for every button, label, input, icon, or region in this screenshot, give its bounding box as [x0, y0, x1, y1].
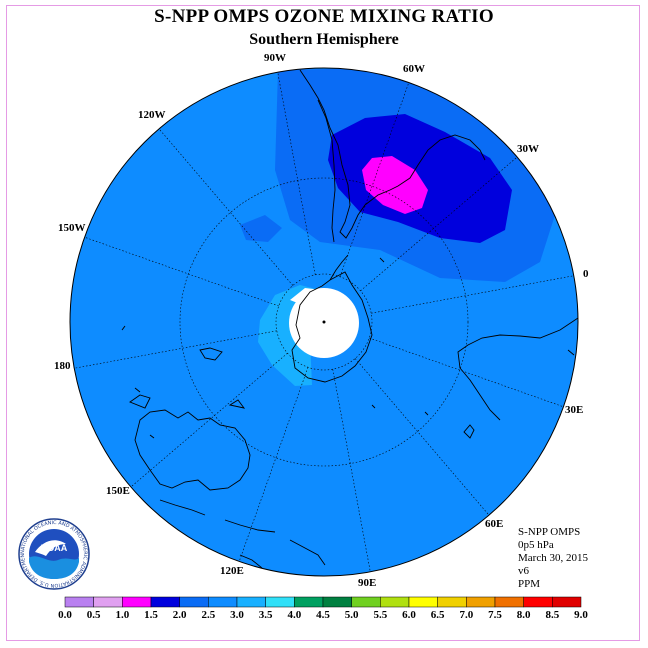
colorbar-tick-label: 4.5 — [316, 609, 330, 621]
map-subtitle: Southern Hemisphere — [249, 31, 399, 48]
meridian-line — [74, 330, 277, 369]
colorbar-tick-label: 3.0 — [230, 609, 244, 621]
colorbar-swatch — [552, 596, 582, 608]
info-instrument: S-NPP OMPS — [518, 526, 581, 538]
colorbar-swatch — [294, 596, 324, 608]
lon-label-30w: 30W — [517, 143, 539, 155]
latitude-circles — [69, 67, 579, 577]
colorbar-swatch — [265, 596, 295, 608]
lon-label-120w: 120W — [138, 109, 166, 121]
coastlines — [121, 69, 579, 569]
colorbar-swatch — [322, 596, 352, 608]
colorbar-tick-label: 1.0 — [115, 609, 130, 621]
colorbar-tick-label: 7.5 — [488, 609, 502, 621]
south-pole-marker — [322, 320, 326, 324]
colorbar-tick-label: 8.5 — [545, 609, 560, 621]
colorbar-tick-label: 8.0 — [516, 609, 531, 621]
colorbar-tick-label: 2.0 — [172, 609, 187, 621]
colorbar-tick-label: 0.5 — [86, 609, 101, 621]
meridian-line — [332, 369, 371, 572]
colorbar-tick-label: 3.5 — [258, 609, 273, 621]
colorbar-swatch — [236, 596, 266, 608]
info-units: PPM — [518, 578, 541, 590]
lon-label-60e: 60E — [485, 518, 504, 530]
lon-label-120e: 120E — [220, 565, 244, 577]
lon-label-150e: 150E — [106, 485, 130, 497]
colorbar-swatch — [208, 596, 238, 608]
colorbar-swatch — [408, 596, 438, 608]
lon-label-0: 0 — [583, 268, 589, 280]
meridian-line — [158, 128, 294, 286]
meridian-line — [354, 358, 490, 516]
info-block: S-NPP OMPS 0p5 hPa March 30, 2015 v6 PPM — [518, 526, 588, 591]
meridian-line — [238, 367, 309, 562]
colorbar-tick-label: 5.0 — [344, 609, 359, 621]
colorbar-tick-label: 0.0 — [58, 609, 72, 621]
noaa-logo: NATIONAL OCEANIC AND ATMOSPHERIC ADMINIS… — [18, 518, 90, 590]
colorbar-swatch — [494, 596, 524, 608]
lon-label-180: 180 — [54, 360, 71, 372]
colorbar-tick-label: 5.5 — [373, 609, 388, 621]
logo-text: NOAA — [41, 543, 68, 553]
plot-frame — [6, 5, 640, 641]
colorbar-tick-label: 1.5 — [144, 609, 158, 621]
lon-label-30e: 30E — [565, 404, 584, 416]
colorbar-swatch — [93, 596, 123, 608]
meridians — [74, 72, 574, 572]
colorbar-tick-label: 6.0 — [402, 609, 416, 621]
meridian-line — [369, 337, 564, 408]
lon-label-60w: 60W — [403, 63, 425, 75]
colorbar-tick-label: 4.0 — [287, 609, 302, 621]
lon-label-90e: 90E — [358, 577, 377, 589]
lon-label-150w: 150W — [58, 222, 86, 234]
colorbar-swatch — [523, 596, 553, 608]
info-version: v6 — [518, 565, 529, 577]
meridian-line — [371, 275, 574, 314]
colorbar-tick-label: 6.5 — [430, 609, 445, 621]
map-title: S-NPP OMPS OZONE MIXING RATIO — [154, 6, 494, 27]
meridian-line — [339, 82, 410, 277]
meridian-line — [277, 72, 316, 275]
colorbar-swatch — [122, 596, 152, 608]
colorbar-swatch — [150, 596, 180, 608]
colorbar-swatch — [380, 596, 410, 608]
colorbar-tick-label: 2.5 — [201, 609, 216, 621]
colorbar-swatch — [351, 596, 381, 608]
colorbar-swatch — [466, 596, 496, 608]
colorbar-swatch — [179, 596, 209, 608]
meridian-line — [84, 236, 279, 307]
info-date: March 30, 2015 — [518, 552, 588, 564]
meridian-line — [130, 352, 288, 488]
lon-label-90w: 90W — [264, 52, 286, 64]
colorbar-tick-label: 7.0 — [459, 609, 474, 621]
info-level: 0p5 hPa — [518, 539, 554, 551]
colorbar-swatch — [64, 596, 94, 608]
colorbar-swatch — [437, 596, 467, 608]
ozone-region-2-0-patch — [240, 215, 282, 242]
meridian-line — [360, 156, 518, 292]
colorbar-tick-label: 9.0 — [574, 609, 588, 621]
ozone-region-1-0 — [362, 156, 428, 214]
missing-data-wedge — [290, 288, 322, 310]
